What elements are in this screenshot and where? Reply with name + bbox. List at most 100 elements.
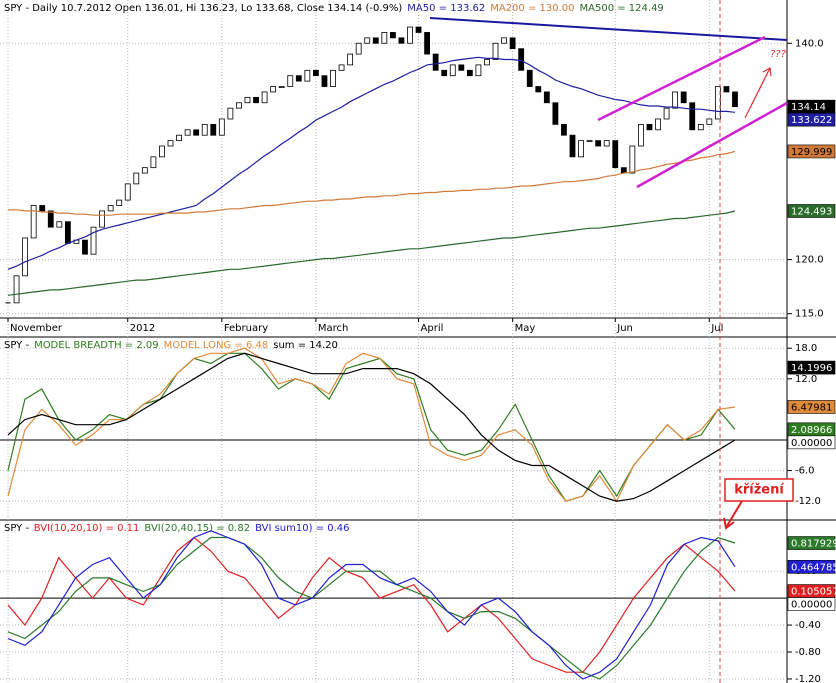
candle bbox=[372, 37, 379, 44]
candle bbox=[595, 140, 602, 147]
y-tick-label: 18.0 bbox=[795, 343, 817, 354]
panel-title: SPY - MODEL BREADTH = 2.09 MODEL LONG = 6.… bbox=[4, 340, 338, 351]
candle bbox=[663, 107, 670, 120]
x-tick-label: Jun bbox=[616, 323, 633, 334]
candle bbox=[655, 118, 661, 131]
candle bbox=[193, 129, 200, 136]
candle bbox=[638, 123, 644, 147]
candle bbox=[64, 221, 71, 244]
candle bbox=[432, 53, 439, 71]
candle bbox=[227, 107, 234, 120]
value-badge-label: 124.493 bbox=[791, 206, 832, 217]
candle bbox=[407, 26, 413, 44]
value-badge bbox=[787, 400, 836, 414]
candle bbox=[261, 91, 268, 104]
y-tick-label: -0.80 bbox=[795, 647, 821, 658]
x-tick-label: March bbox=[318, 323, 348, 334]
candle bbox=[706, 118, 713, 125]
candle bbox=[176, 134, 182, 142]
series-line bbox=[8, 150, 736, 216]
candle bbox=[518, 48, 525, 71]
legend-entry: BVI(20,40,15) = 0.82 bbox=[144, 523, 250, 534]
candle bbox=[732, 91, 738, 108]
legend-entry: MA500 = 124.49 bbox=[580, 3, 664, 14]
x-tick-label: November bbox=[10, 323, 63, 334]
candle bbox=[620, 167, 627, 174]
title: SPY - bbox=[4, 523, 29, 534]
candle bbox=[603, 140, 610, 147]
candle bbox=[150, 156, 157, 169]
candle bbox=[501, 37, 507, 44]
candle bbox=[552, 102, 559, 125]
value-badge-label: 0.105057 bbox=[791, 587, 836, 598]
candle bbox=[304, 69, 311, 82]
candle bbox=[629, 145, 636, 174]
candle bbox=[56, 221, 63, 228]
annotation: ??? bbox=[770, 49, 787, 60]
candle bbox=[569, 134, 576, 158]
candle bbox=[313, 69, 319, 77]
candle bbox=[586, 140, 593, 143]
arrow bbox=[744, 67, 771, 119]
series-line bbox=[7, 347, 736, 503]
value-badge bbox=[787, 204, 836, 218]
y-tick-label: 115.0 bbox=[795, 309, 824, 320]
annotation: křížení bbox=[734, 483, 785, 498]
legend-entry: sum = 14.20 bbox=[273, 340, 338, 351]
candle bbox=[714, 86, 721, 120]
candle bbox=[535, 86, 542, 93]
x-tick-label: February bbox=[224, 323, 268, 334]
annotation-box bbox=[724, 478, 794, 502]
value-badge-label: 134.14 bbox=[791, 102, 826, 113]
candle bbox=[321, 75, 328, 87]
candle bbox=[424, 32, 430, 55]
candle bbox=[167, 140, 174, 147]
candle bbox=[672, 91, 679, 109]
candle bbox=[39, 205, 46, 212]
candle bbox=[159, 145, 165, 158]
candle bbox=[90, 226, 97, 255]
candle bbox=[680, 91, 687, 104]
candle bbox=[689, 102, 696, 131]
candle bbox=[99, 210, 105, 228]
badge-layer: 134.14 133.622 129.999 124.493 14.1996 6.4798… bbox=[787, 99, 836, 611]
value-badge-label: 14.1996 bbox=[791, 363, 832, 374]
candle bbox=[389, 32, 396, 39]
candle bbox=[253, 96, 259, 104]
candle bbox=[466, 69, 473, 77]
candle bbox=[201, 123, 208, 136]
candle bbox=[398, 37, 405, 44]
candle bbox=[415, 26, 422, 33]
candle bbox=[646, 123, 653, 131]
candle bbox=[355, 42, 362, 55]
candle bbox=[107, 205, 114, 212]
candle bbox=[561, 123, 567, 136]
y-tick-label: 12.0 bbox=[795, 374, 817, 385]
arrow-head bbox=[762, 67, 772, 77]
series-line bbox=[7, 56, 736, 270]
value-badge bbox=[787, 536, 836, 550]
series-line bbox=[7, 536, 736, 673]
title: SPY - Daily 10.7.2012 Open 136.01, Hi 13… bbox=[4, 3, 402, 14]
candle bbox=[492, 42, 499, 60]
value-badge-label: 2.08966 bbox=[791, 425, 832, 436]
legend-entry: MA50 = 133.62 bbox=[407, 3, 485, 14]
value-badge-label: 0.00000 bbox=[791, 438, 832, 449]
legend-entry: MODEL LONG = 6.48 bbox=[164, 340, 269, 351]
candle bbox=[458, 64, 465, 71]
candle bbox=[723, 86, 730, 93]
candle bbox=[210, 123, 217, 136]
title: SPY - bbox=[4, 340, 29, 351]
legend-entry: MODEL BREADTH = 2.09 bbox=[34, 340, 159, 351]
legend-entry: BVI(10,20,10) = 0.11 bbox=[34, 523, 140, 534]
candle bbox=[184, 129, 191, 136]
series-line bbox=[7, 210, 736, 296]
y-tick-label: 140.0 bbox=[795, 38, 824, 49]
x-tick-label: Jul bbox=[710, 323, 723, 334]
candle bbox=[578, 140, 584, 158]
value-badge bbox=[787, 144, 836, 159]
candle bbox=[236, 102, 242, 109]
value-badge bbox=[787, 360, 836, 375]
